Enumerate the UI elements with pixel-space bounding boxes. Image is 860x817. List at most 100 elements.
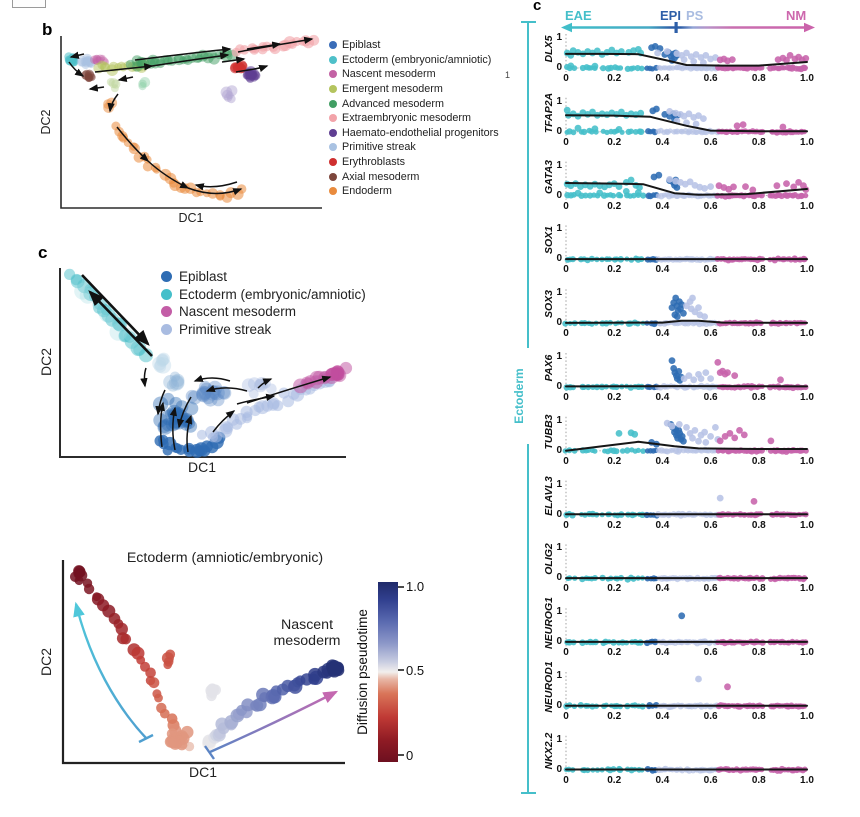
legend-item-label: Haemato-endothelial progenitors bbox=[342, 126, 499, 139]
expression-dot bbox=[668, 422, 676, 430]
legend-item: Erythroblasts bbox=[329, 155, 499, 170]
ytick-1: 1 bbox=[556, 223, 562, 235]
legend-dot-icon bbox=[329, 143, 337, 152]
legend-item-label: Primitive streak bbox=[179, 322, 272, 338]
legend-item-label: Ectoderm (embryonic/amniotic) bbox=[179, 286, 366, 302]
xtick-0.4: 0.4 bbox=[655, 455, 670, 467]
xtick-0.6: 0.6 bbox=[703, 519, 718, 531]
expression-dot bbox=[563, 106, 571, 114]
xtick-0.2: 0.2 bbox=[607, 328, 622, 340]
ytick-0: 0 bbox=[556, 189, 562, 201]
legend-item-label: Extraembryonic mesoderm bbox=[342, 112, 472, 125]
panel-c-flow-arrow bbox=[140, 367, 148, 388]
expression-dot bbox=[593, 47, 601, 55]
ytick-0: 0 bbox=[556, 253, 562, 265]
gene-plot-TFAP2A bbox=[563, 97, 810, 136]
crop-artifact-box bbox=[12, 0, 46, 8]
baseline-dot bbox=[630, 65, 637, 71]
expression-dot bbox=[686, 178, 694, 186]
expression-dot bbox=[689, 434, 696, 442]
xtick-0.6: 0.6 bbox=[703, 200, 718, 212]
colorbar-tick-bottom: 0 bbox=[406, 748, 414, 763]
xtick-0.8: 0.8 bbox=[751, 392, 766, 403]
scatter-dot bbox=[165, 649, 176, 660]
baseline-dot bbox=[637, 128, 645, 135]
pseudotime-yaxis-label: DC2 bbox=[38, 648, 54, 677]
expression-dot bbox=[697, 375, 705, 382]
scatter-dot bbox=[139, 77, 151, 88]
panel-c-flow-arrow bbox=[185, 414, 193, 453]
expression-dot bbox=[678, 612, 686, 620]
xtick-0: 0 bbox=[563, 711, 569, 722]
expression-dot bbox=[666, 108, 673, 115]
xtick-0: 0 bbox=[563, 519, 569, 531]
legend-item-label: Emergent mesoderm bbox=[342, 83, 443, 96]
expression-dot bbox=[739, 121, 747, 128]
xtick-0.8: 0.8 bbox=[751, 774, 766, 786]
ytick-1: 1 bbox=[556, 159, 562, 171]
trend-line bbox=[565, 114, 808, 133]
xtick-0.6: 0.6 bbox=[703, 264, 718, 276]
header-arrowhead-right bbox=[804, 22, 815, 33]
xtick-0.4: 0.4 bbox=[655, 519, 670, 531]
expression-dot bbox=[615, 430, 623, 437]
scatter-dot bbox=[160, 708, 170, 719]
header-arrowhead-left bbox=[561, 22, 572, 33]
expression-dot bbox=[663, 48, 671, 55]
scatter-dot bbox=[161, 417, 175, 432]
expression-dot bbox=[680, 56, 688, 63]
expression-dot bbox=[728, 56, 736, 63]
xtick-0.2: 0.2 bbox=[607, 264, 622, 276]
scatter-dot bbox=[226, 85, 238, 97]
ytick-1: 1 bbox=[556, 478, 562, 490]
xtick-0.2: 0.2 bbox=[607, 200, 622, 212]
xtick-0.6: 0.6 bbox=[703, 647, 718, 659]
colorbar-tick-top: 1.0 bbox=[406, 579, 425, 594]
expression-dot bbox=[779, 123, 787, 131]
expression-dot bbox=[726, 430, 734, 437]
xtick-1.0: 1.0 bbox=[800, 774, 814, 786]
xtick-1.0: 1.0 bbox=[800, 519, 814, 531]
xtick-1.0: 1.0 bbox=[800, 200, 814, 212]
expression-dot bbox=[701, 185, 708, 192]
expression-dot bbox=[790, 183, 798, 191]
expression-dot bbox=[783, 56, 790, 64]
legend-dot-icon bbox=[161, 324, 172, 336]
scatter-dot bbox=[185, 389, 199, 403]
expression-dot bbox=[736, 427, 743, 434]
expression-dot bbox=[795, 179, 802, 186]
expression-dot bbox=[615, 125, 623, 133]
xtick-1.0: 1.0 bbox=[800, 328, 814, 340]
panel-c-yaxis-label: DC2 bbox=[38, 348, 54, 377]
gene-plot-NEUROG1 bbox=[564, 608, 810, 647]
xtick-0: 0 bbox=[563, 455, 569, 467]
expression-dot bbox=[675, 421, 683, 428]
expression-dot bbox=[668, 357, 676, 364]
expression-dot bbox=[653, 105, 660, 113]
baseline-dot bbox=[640, 192, 647, 199]
ectoderm-trajectory-arrow bbox=[73, 601, 147, 739]
legend-item-label: Ectoderm (embryonic/amniotic) bbox=[342, 53, 492, 66]
panel-b-trajectory-arrow bbox=[116, 126, 150, 162]
xtick-0.4: 0.4 bbox=[655, 73, 670, 84]
scatter-dot bbox=[152, 356, 167, 371]
legend-item-label: Epiblast bbox=[179, 269, 228, 285]
ytick-0: 0 bbox=[556, 444, 562, 456]
legend-dot-icon bbox=[161, 306, 172, 318]
ytick-1: 1 bbox=[556, 95, 562, 107]
header-label-EAE: EAE bbox=[565, 8, 592, 23]
xtick-0.8: 0.8 bbox=[751, 455, 766, 467]
pseudotime-axes bbox=[61, 560, 345, 765]
xtick-1.0: 1.0 bbox=[800, 73, 814, 84]
scatter-dot bbox=[74, 282, 91, 300]
scatter-dot bbox=[217, 386, 231, 400]
expression-dot bbox=[701, 428, 708, 436]
header-label-PS: PS bbox=[686, 8, 704, 23]
scatter-dot bbox=[211, 393, 225, 407]
expression-dot bbox=[690, 376, 698, 384]
expression-dot bbox=[750, 498, 758, 505]
legend-item-label: Nascent mesoderm bbox=[179, 304, 297, 320]
panel-b-trajectory-arrow bbox=[88, 84, 105, 92]
scatter-dot bbox=[93, 54, 101, 63]
expression-dot bbox=[802, 55, 810, 62]
